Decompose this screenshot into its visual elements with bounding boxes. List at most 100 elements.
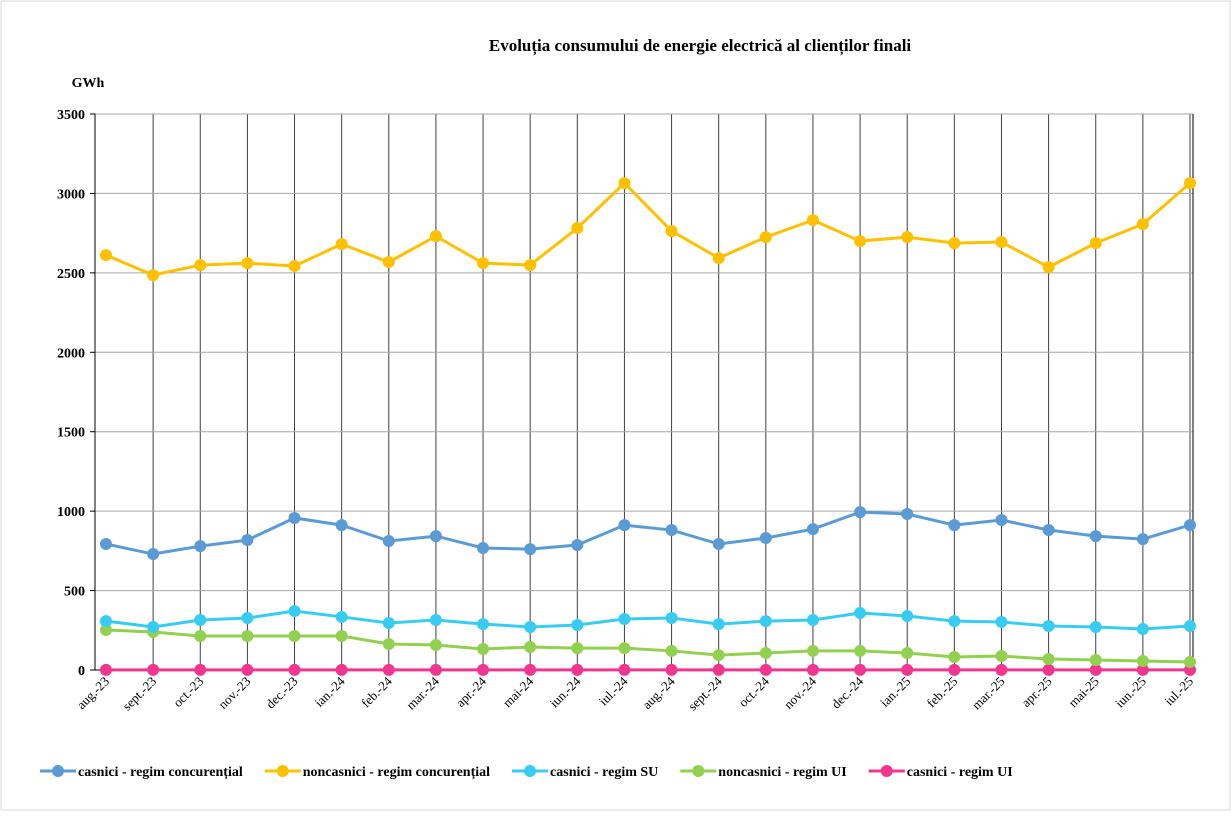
data-point xyxy=(571,663,584,676)
data-point xyxy=(1089,530,1102,543)
data-point xyxy=(100,538,112,551)
data-point xyxy=(806,214,819,227)
data-point xyxy=(477,257,490,270)
data-point xyxy=(901,663,914,676)
data-point xyxy=(429,230,442,243)
data-point xyxy=(429,639,442,652)
data-point xyxy=(806,663,819,676)
data-point xyxy=(100,623,112,636)
data-point xyxy=(806,523,819,536)
data-point xyxy=(995,616,1008,629)
data-point xyxy=(901,231,914,244)
data-point xyxy=(1089,620,1102,633)
data-point xyxy=(1184,619,1196,632)
data-point xyxy=(147,663,160,676)
data-point xyxy=(477,618,490,631)
legend-label: casnici - regim SU xyxy=(550,765,658,780)
legend-label: casnici - regim concurențial xyxy=(78,765,243,780)
legend-label: casnici - regim UI xyxy=(907,765,1013,780)
data-point xyxy=(288,511,301,524)
data-point xyxy=(948,519,961,532)
data-point xyxy=(665,524,678,537)
data-point xyxy=(288,260,301,273)
data-point xyxy=(335,663,348,676)
data-point xyxy=(382,663,395,676)
data-point xyxy=(854,506,867,519)
series-line xyxy=(105,510,1191,556)
data-point xyxy=(1089,653,1102,666)
series-line xyxy=(105,628,1191,664)
data-point xyxy=(382,637,395,650)
data-point xyxy=(524,259,537,272)
data-point xyxy=(759,231,772,244)
data-point xyxy=(712,649,725,662)
data-point xyxy=(1042,653,1055,666)
data-point xyxy=(477,643,490,656)
data-point xyxy=(100,663,112,676)
data-point xyxy=(429,530,442,543)
data-point xyxy=(335,630,348,643)
data-point xyxy=(901,647,914,660)
data-point xyxy=(524,663,537,676)
data-point xyxy=(948,615,961,628)
data-point xyxy=(759,663,772,676)
data-point xyxy=(1136,533,1149,546)
legend-label: noncasnici - regim UI xyxy=(718,765,846,780)
data-point xyxy=(1089,237,1102,250)
data-point xyxy=(1184,177,1196,190)
data-point xyxy=(665,644,678,657)
data-point xyxy=(665,225,678,238)
series-line xyxy=(105,609,1191,631)
data-point xyxy=(477,541,490,554)
legend-marker xyxy=(524,765,537,777)
data-point xyxy=(995,663,1008,676)
data-point xyxy=(1136,654,1149,667)
data-point xyxy=(618,177,631,190)
data-point xyxy=(712,252,725,265)
data-point xyxy=(854,235,867,248)
y-tick-label: 2000 xyxy=(57,346,85,361)
legend-marker xyxy=(880,765,893,777)
data-point xyxy=(288,605,301,618)
data-point xyxy=(335,519,348,532)
data-point xyxy=(288,630,301,643)
data-point xyxy=(571,619,584,632)
data-point xyxy=(477,663,490,676)
data-point xyxy=(147,620,160,633)
data-point xyxy=(524,543,537,556)
data-point xyxy=(995,650,1008,663)
data-point xyxy=(901,609,914,622)
data-point xyxy=(241,612,254,625)
data-point xyxy=(571,642,584,655)
data-point xyxy=(429,663,442,676)
data-point xyxy=(571,538,584,551)
y-tick-label: 3000 xyxy=(57,187,85,202)
data-point xyxy=(335,238,348,251)
y-axis-label: GWh xyxy=(72,76,105,91)
data-point xyxy=(1184,519,1196,532)
data-point xyxy=(948,237,961,250)
data-point xyxy=(618,519,631,532)
data-point xyxy=(948,650,961,663)
y-tick-label: 1500 xyxy=(57,426,85,441)
data-point xyxy=(335,610,348,623)
data-point xyxy=(1042,524,1055,537)
data-point xyxy=(806,644,819,657)
legend-marker xyxy=(276,765,289,777)
data-point xyxy=(759,531,772,544)
data-point xyxy=(854,644,867,657)
y-tick-label: 1000 xyxy=(57,505,85,520)
y-tick-label: 500 xyxy=(64,585,85,600)
data-point xyxy=(712,538,725,551)
data-point xyxy=(712,618,725,631)
legend-marker xyxy=(52,765,64,777)
data-point xyxy=(854,663,867,676)
legend-marker xyxy=(692,765,705,777)
data-point xyxy=(194,630,207,643)
data-point xyxy=(241,534,254,547)
data-point xyxy=(806,613,819,626)
data-point xyxy=(147,548,160,561)
data-point xyxy=(194,663,207,676)
data-point xyxy=(571,222,584,235)
data-point xyxy=(1089,663,1102,676)
